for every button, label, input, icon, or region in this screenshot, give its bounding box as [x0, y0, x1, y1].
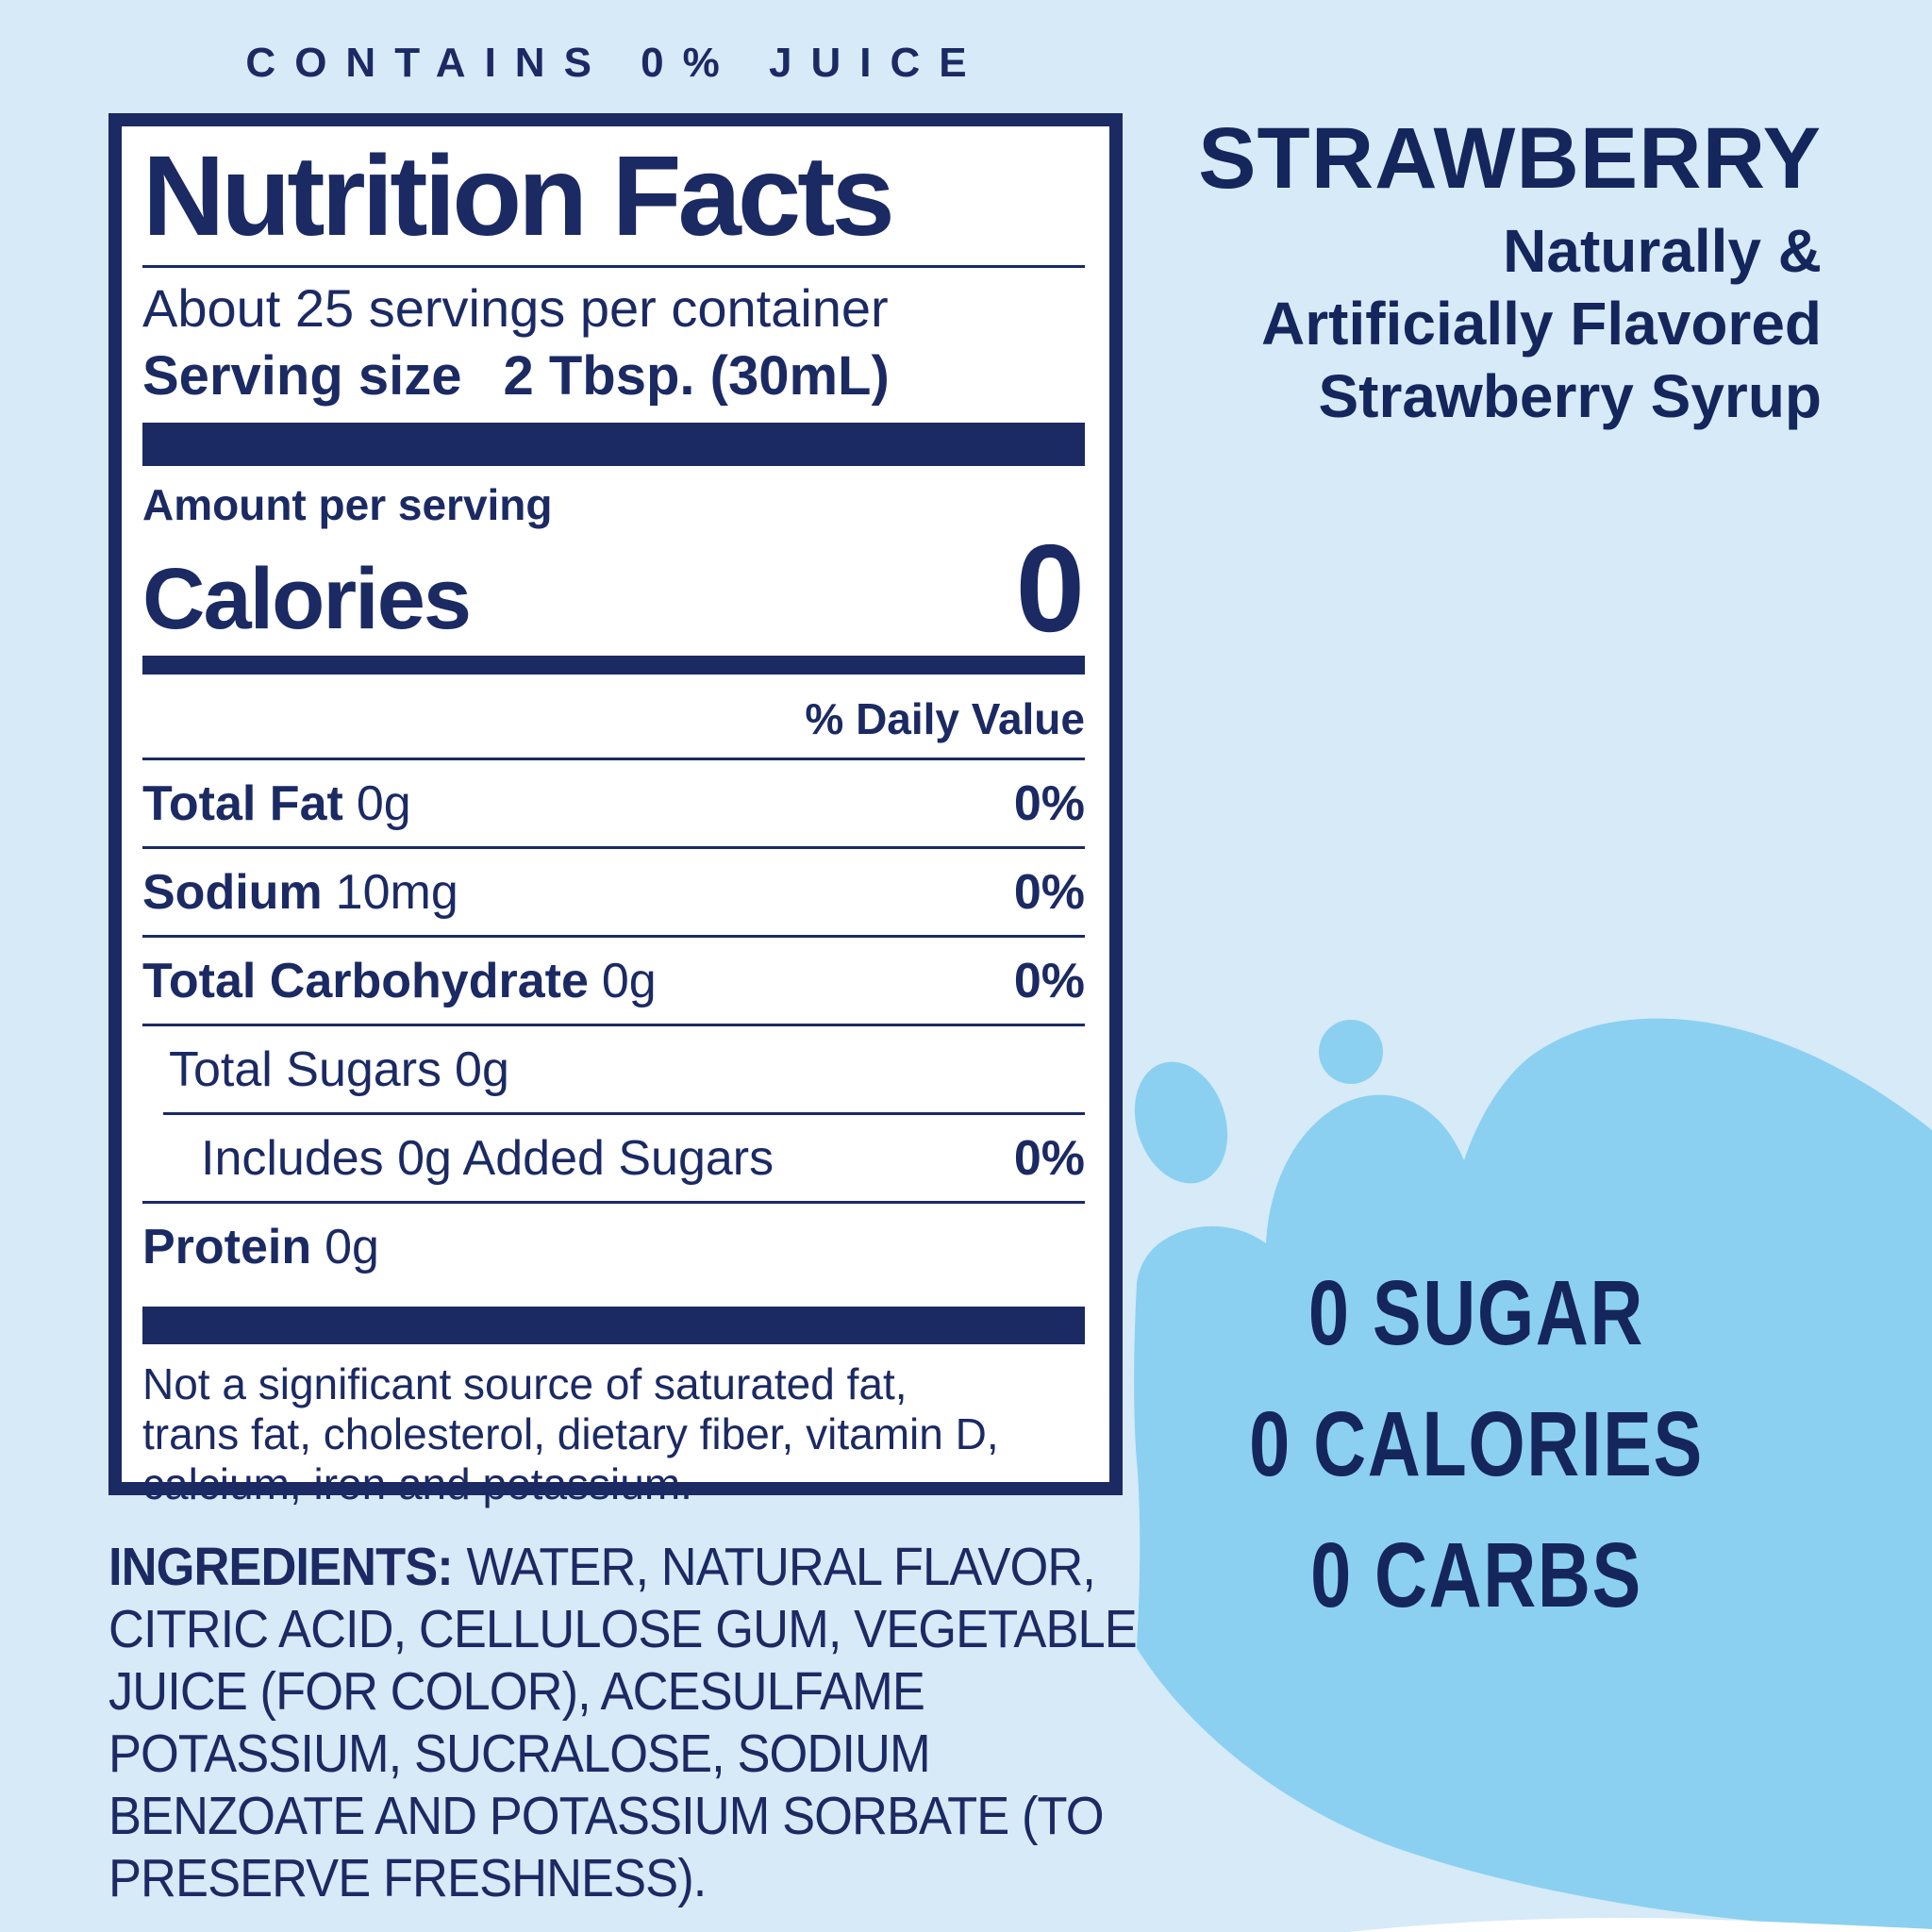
ingredients-line: BENZOATE AND POTASSIUM SORBATE (TO: [108, 1786, 1104, 1846]
flavor-subtitle-line: Strawberry Syrup: [1318, 362, 1822, 430]
nutrient-row-added-sugars: Includes 0g Added Sugars 0%: [142, 1115, 1085, 1201]
flavor-subtitle: Naturally & Artificially Flavored Strawb…: [1198, 215, 1822, 433]
serving-size-label: Serving size: [142, 345, 462, 408]
divider: [142, 265, 1085, 269]
nutrition-facts-title: Nutrition Facts: [142, 131, 895, 259]
flavor-subtitle-line: Artificially Flavored: [1261, 290, 1822, 358]
ingredients-list: INGREDIENTS: WATER, NATURAL FLAVOR, CITRI…: [108, 1536, 1150, 1909]
nutrient-label: Includes 0g Added Sugars: [201, 1130, 774, 1186]
claim-zero-calories: 0 CALORIES: [1249, 1392, 1704, 1495]
servings-per-container: About 25 servings per container: [142, 278, 889, 339]
footnote: Not a significant source of saturated fa…: [142, 1359, 1085, 1509]
flavor-subtitle-line: Naturally &: [1503, 217, 1822, 285]
footnote-line: trans fat, cholesterol, dietary fiber, v…: [142, 1408, 999, 1458]
nutrient-label: Sodium 10mg: [142, 864, 458, 920]
flavor-name: STRAWBERRY: [1198, 110, 1822, 207]
daily-value-header: % Daily Value: [805, 693, 1085, 743]
amount-per-serving-label: Amount per serving: [142, 480, 553, 530]
nutrient-label: Protein 0g: [142, 1219, 379, 1274]
nutrition-facts-panel: Nutrition Facts About 25 servings per co…: [108, 113, 1123, 1508]
calories-row: Calories 0: [142, 519, 1085, 658]
ingredients-line: INGREDIENTS: WATER, NATURAL FLAVOR,: [108, 1537, 1096, 1597]
mid-separator-bar: [142, 655, 1085, 675]
ingredients-line: JUICE (FOR COLOR), ACESULFAME: [108, 1661, 925, 1722]
nutrient-label: Total Carbohydrate 0g: [142, 953, 657, 1008]
serving-size-line: Serving size 2 Tbsp. (30mL): [142, 344, 1085, 408]
ingredients-label: INGREDIENTS:: [108, 1537, 454, 1597]
claims-block: 0 SUGAR 0 CALORIES 0 CARBS: [1094, 1247, 1858, 1641]
footnote-line: Not a significant source of saturated fa…: [142, 1358, 908, 1408]
thick-separator-bar: [142, 1306, 1085, 1344]
nutrient-row-protein: Protein 0g: [142, 1204, 1085, 1290]
ingredients-line: POTASSIUM, SUCRALOSE, SODIUM: [108, 1724, 931, 1784]
nutrient-dv: 0%: [1013, 775, 1085, 831]
nutrient-dv: 0%: [1013, 864, 1085, 920]
nutrient-row-total-fat: Total Fat 0g 0%: [142, 760, 1085, 846]
nutrient-row-sodium: Sodium 10mg 0%: [142, 849, 1085, 935]
flavor-block: STRAWBERRY Naturally & Artificially Flav…: [1198, 111, 1822, 433]
nutrient-dv: 0%: [1013, 953, 1085, 1008]
divider: [142, 1023, 1085, 1026]
divider: [142, 1200, 1085, 1204]
nutrient-label: Total Sugars 0g: [169, 1041, 509, 1097]
splash-dot: [1319, 1020, 1383, 1084]
divider: [142, 845, 1085, 849]
claim-zero-carbs: 0 CARBS: [1310, 1524, 1642, 1626]
splash-wave: [1134, 1018, 1932, 1931]
nutrient-label: Total Fat 0g: [142, 775, 411, 831]
label-bottom-edge: [1349, 1917, 1932, 1932]
thick-separator-bar: [142, 423, 1085, 467]
ingredients-line: PRESERVE FRESHNESS).: [108, 1848, 707, 1908]
calories-value: 0: [1015, 519, 1085, 658]
claim-zero-sugar: 0 SUGAR: [1307, 1261, 1645, 1364]
serving-size-value: 2 Tbsp. (30mL): [503, 345, 890, 408]
nutrient-dv: 0%: [1013, 1130, 1085, 1186]
divider: [142, 757, 1085, 760]
divider: [163, 1111, 1085, 1115]
splash-drop-blob: [1134, 1061, 1228, 1184]
divider: [142, 934, 1085, 938]
contains-juice-banner: CONTAINS 0% JUICE: [245, 40, 986, 86]
footnote-line: calcium, iron and potassium.: [142, 1458, 692, 1508]
nutrient-row-total-sugars: Total Sugars 0g: [142, 1026, 1085, 1112]
calories-label: Calories: [142, 550, 472, 647]
ingredients-line: CITRIC ACID, CELLULOSE GUM, VEGETABLE: [108, 1599, 1138, 1659]
nutrient-row-total-carbohydrate: Total Carbohydrate 0g 0%: [142, 938, 1085, 1024]
